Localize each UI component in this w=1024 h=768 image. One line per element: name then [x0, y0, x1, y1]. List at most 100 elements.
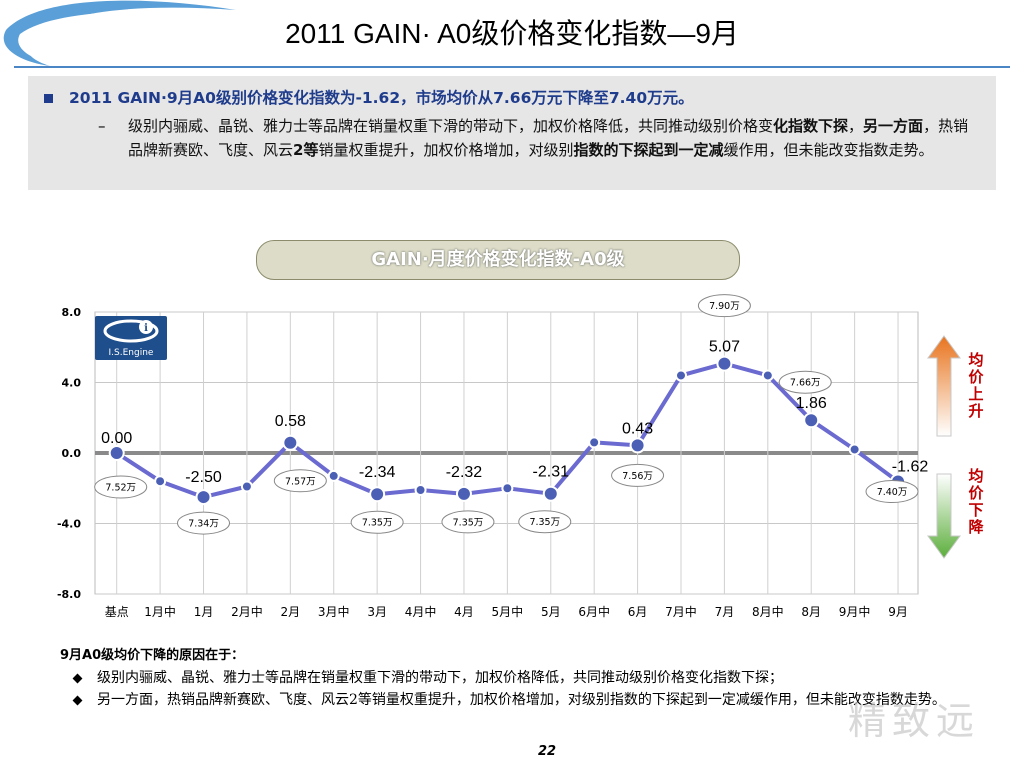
price-label: 7.57万 — [285, 476, 316, 487]
price-label: 7.52万 — [105, 483, 136, 494]
logo-text: I.S.Engine — [109, 348, 154, 358]
value-label: 0.00 — [101, 430, 132, 447]
watermark: 精致远 — [848, 699, 981, 743]
corner-logo-swoosh — [3, 0, 237, 66]
price-label: 7.35万 — [362, 518, 393, 529]
reasons-heading: 9月A0级均价下降的原因在于： — [60, 648, 245, 663]
price-callout — [441, 510, 495, 534]
x-tick-label: 1月中 — [144, 604, 176, 619]
x-tick-label: 3月中 — [318, 604, 350, 619]
data-point — [455, 485, 472, 502]
x-tick-label: 7月中 — [665, 604, 697, 619]
page-title: 2011 GAIN· A0级价格变化指数—9月 — [285, 18, 739, 49]
list-item: 级别内骊威、晶锐、雅力士等品牌在销量权重下滑的带动下，加权价格降低，共同推动级别… — [70, 668, 960, 689]
arrow-down-icon — [927, 473, 961, 559]
data-point — [629, 437, 646, 454]
summary-bold-1: 化指数下探 — [773, 117, 849, 135]
data-point — [761, 369, 774, 382]
value-label: -2.50 — [185, 469, 222, 486]
price-down-label: 均价下降 — [968, 467, 984, 536]
arrow-up-icon — [927, 335, 961, 437]
price-callout — [273, 469, 327, 493]
price-label: 7.35万 — [529, 517, 560, 528]
x-tick-label: 基点 — [105, 605, 129, 619]
data-point — [542, 485, 559, 502]
diamond-bullet-icon — [72, 695, 83, 706]
x-tick-label: 8月中 — [752, 604, 784, 619]
data-point — [195, 489, 212, 506]
price-callout — [611, 463, 665, 487]
summary-text-3: ，热销品牌新赛欧、飞度、风云 — [128, 117, 969, 159]
data-point — [240, 480, 253, 493]
summary-body: 级别内骊威、晶锐、雅力士等品牌在销量权重下滑的带动下，加权价格降低，共同推动级别… — [128, 114, 982, 162]
summary-bold-2: 另一方面 — [863, 117, 924, 135]
x-tick-label: 5月 — [541, 605, 561, 619]
diamond-bullet-icon — [72, 673, 83, 684]
reasons-list: 级别内骊威、晶锐、雅力士等品牌在销量权重下滑的带动下，加权价格降低，共同推动级别… — [70, 668, 960, 712]
reason-text-2: 另一方面，热销品牌新赛欧、飞度、风云2等销量权重提升，加权价格增加，对级别指数的… — [97, 692, 946, 708]
data-point — [369, 486, 386, 503]
data-point — [803, 412, 820, 429]
reason-text-1: 级别内骊威、晶锐、雅力士等品牌在销量权重下滑的带动下，加权价格降低，共同推动级别… — [97, 670, 783, 686]
price-up-label: 均价上升 — [968, 351, 984, 420]
data-point — [716, 355, 733, 372]
price-label: 7.35万 — [453, 517, 484, 528]
x-tick-label: 4月中 — [405, 604, 437, 619]
page-number: 22 — [538, 744, 557, 759]
data-point — [282, 434, 299, 451]
data-point — [501, 482, 514, 495]
data-point — [674, 369, 687, 382]
y-tick-label: 0.0 — [62, 447, 82, 460]
summary-box: 2011 GAIN·9月A0级别价格变化指数为-1.62，市场均价从7.66万元… — [28, 76, 996, 190]
price-callout — [865, 480, 919, 504]
summary-bold-4: 指数的下探起到一定减 — [573, 141, 724, 159]
price-callout — [518, 510, 572, 534]
summary-bold-3: 2等 — [293, 141, 319, 159]
y-tick-label: -4.0 — [57, 518, 81, 531]
value-label: -2.34 — [359, 464, 396, 481]
summary-headline: 2011 GAIN·9月A0级别价格变化指数为-1.62，市场均价从7.66万元… — [69, 89, 694, 107]
data-point — [327, 469, 340, 482]
list-item: 另一方面，热销品牌新赛欧、飞度、风云2等销量权重提升，加权价格增加，对级别指数的… — [70, 690, 960, 711]
price-label: 7.56万 — [622, 471, 653, 482]
trend-arrows — [927, 335, 961, 559]
x-tick-label: 6月 — [628, 605, 648, 619]
x-tick-label: 3月 — [367, 605, 387, 619]
x-tick-label: 6月中 — [578, 604, 610, 619]
price-callout — [177, 511, 231, 535]
value-label: 5.07 — [709, 339, 740, 356]
x-tick-label: 2月中 — [231, 604, 263, 619]
price-callout — [350, 510, 404, 534]
value-label: -2.31 — [533, 464, 570, 481]
y-tick-label: 8.0 — [62, 306, 82, 319]
price-label: 7.90万 — [709, 301, 740, 312]
x-tick-label: 7月 — [715, 605, 735, 619]
value-label: 1.86 — [796, 395, 827, 412]
x-tick-label: 5月中 — [492, 604, 524, 619]
data-point — [154, 475, 167, 488]
title-divider — [14, 66, 1010, 68]
value-label: -1.62 — [892, 459, 929, 476]
summary-text-4: 销量权重提升，加权价格增加，对级别 — [318, 141, 574, 159]
dash-bullet: – — [98, 117, 106, 135]
chart-title: GAIN·月度价格变化指数-A0级 — [256, 240, 740, 280]
value-label: -2.32 — [446, 464, 483, 481]
price-callout — [697, 294, 751, 318]
value-label: 0.58 — [275, 413, 306, 430]
is-engine-logo: i I.S.Engine — [95, 316, 167, 360]
price-callout — [94, 475, 148, 499]
price-label: 7.34万 — [188, 519, 219, 530]
summary-text-1: 级别内骊威、晶锐、雅力士等品牌在销量权重下滑的带动下，加权价格降低，共同推动级别… — [128, 117, 774, 135]
x-tick-label: 2月 — [281, 605, 301, 619]
data-point — [414, 484, 427, 497]
x-tick-label: 1月 — [194, 605, 214, 619]
summary-text-5: 缓作用，但未能改变指数走势。 — [723, 141, 934, 159]
price-label: 7.40万 — [877, 487, 908, 498]
svg-text:i: i — [144, 323, 148, 334]
data-point — [848, 443, 861, 456]
x-tick-label: 9月中 — [839, 604, 871, 619]
price-callout — [778, 370, 832, 394]
y-tick-label: 4.0 — [62, 377, 82, 390]
data-point — [588, 436, 601, 449]
data-point — [108, 445, 125, 461]
